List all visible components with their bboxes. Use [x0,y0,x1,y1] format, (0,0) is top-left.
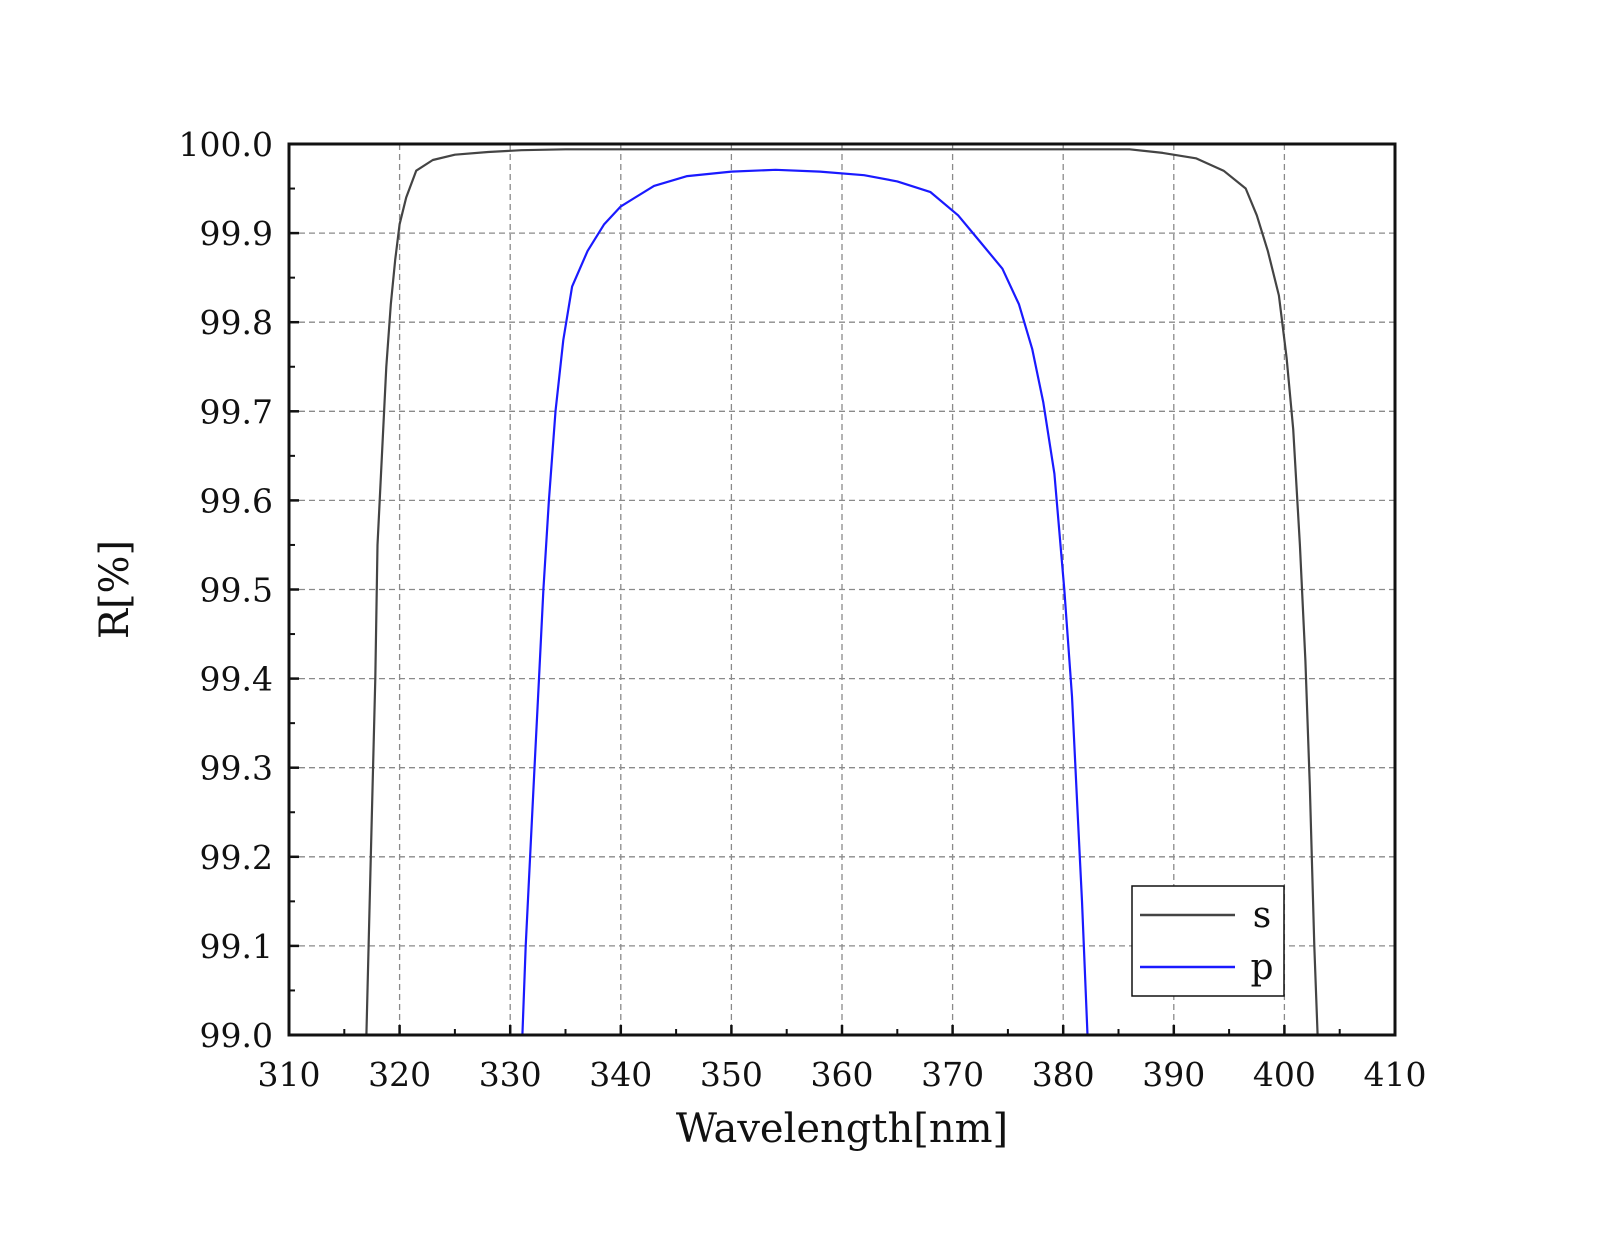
x-tick-label: 340 [589,1055,652,1094]
y-tick-label: 99.5 [200,571,273,610]
y-tick-label: 99.9 [200,214,273,253]
y-axis-title: R[%] [92,540,138,639]
x-tick-label: 320 [368,1055,431,1094]
y-tick-label: 100.0 [179,125,273,164]
legend-label-p: p [1250,947,1273,988]
legend: s p [1131,885,1285,997]
series-line-p [521,168,1089,1036]
plot-area-series [365,148,1319,1036]
x-tick-label: 400 [1253,1055,1316,1094]
x-tick-label: 330 [479,1055,542,1094]
x-tick-label: 390 [1142,1055,1205,1094]
axis-ticks: 310 320 330 340 350 360 370 380 390 400 410 99.0 99.… [179,125,1427,1094]
x-axis-title: Wavelength[nm] [676,1106,1008,1152]
y-tick-label: 99.7 [200,392,273,431]
y-tick-label: 99.8 [200,303,273,342]
x-tick-label: 410 [1364,1055,1427,1094]
x-tick-label: 380 [1032,1055,1095,1094]
legend-box [1131,885,1285,997]
y-tick-label: 99.1 [200,927,273,966]
x-tick-label: 360 [811,1055,874,1094]
legend-label-s: s [1253,895,1271,936]
y-tick-label: 99.2 [200,838,273,877]
x-tick-label: 370 [921,1055,984,1094]
y-tick-label: 99.6 [200,481,273,520]
y-tick-label: 99.0 [200,1016,273,1055]
y-tick-label: 99.3 [200,749,273,788]
y-tick-label: 99.4 [200,660,273,699]
x-tick-label: 310 [258,1055,321,1094]
x-tick-label: 350 [700,1055,763,1094]
series-line-s [365,148,1319,1036]
